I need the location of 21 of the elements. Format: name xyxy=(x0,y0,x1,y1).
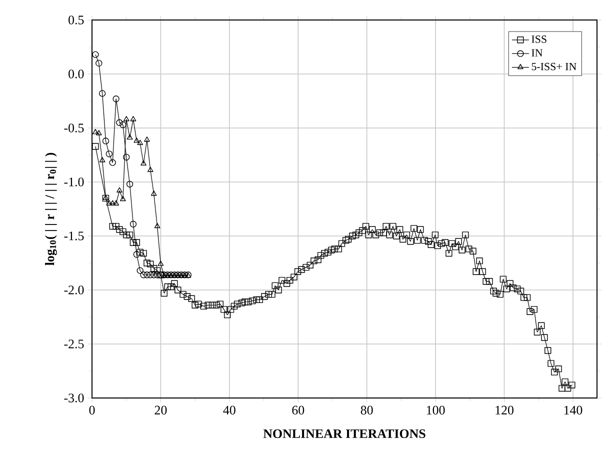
legend-label: 5-ISS+ IN xyxy=(532,62,576,70)
x-tick-label: 100 xyxy=(426,406,445,415)
y-tick-label: -0.5 xyxy=(64,124,84,132)
y-tick-label: -2.5 xyxy=(64,340,84,348)
x-tick-label: 60 xyxy=(292,406,304,415)
x-tick-label: 120 xyxy=(496,406,514,415)
y-tick-label: -3.0 xyxy=(64,394,84,402)
y-tick-label: -1.5 xyxy=(64,232,84,240)
x-tick-label: 140 xyxy=(564,406,582,415)
x-axis-title: NONLINEAR ITERATIONS xyxy=(263,429,426,438)
x-tick-label: 40 xyxy=(223,406,236,415)
x-tick-label: 0 xyxy=(89,406,95,415)
y-tick-label: 0.0 xyxy=(68,70,84,78)
y-tick-label: -1.0 xyxy=(64,178,84,186)
legend-label: IN xyxy=(532,49,543,56)
y-tick-label: 0.5 xyxy=(68,16,84,24)
x-tick-label: 80 xyxy=(360,406,373,415)
x-tick-label: 20 xyxy=(154,406,167,415)
legend-label: ISS xyxy=(532,36,546,43)
y-tick-label: -2.0 xyxy=(64,286,84,294)
y-axis-title: log$_{10}$( | | r | | / | | r$_{0}$| | ) xyxy=(45,152,57,266)
